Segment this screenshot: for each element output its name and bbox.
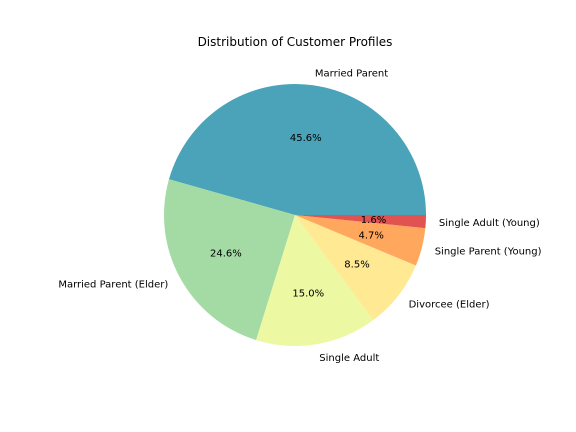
pie-slice-5 bbox=[295, 215, 426, 229]
slice-percent-labels: 45.6% 24.6% 15.0% 8.5% 4.7% 1.6% bbox=[210, 133, 386, 299]
slice-label-0: Married Parent bbox=[315, 68, 388, 79]
slice-label-3: Divorcee (Elder) bbox=[409, 300, 490, 311]
pie-slices bbox=[163, 83, 426, 347]
slice-percent-4: 4.7% bbox=[358, 230, 383, 241]
slice-percent-2: 15.0% bbox=[292, 289, 324, 300]
slice-label-2: Single Adult bbox=[319, 353, 379, 364]
slice-label-1: Married Parent (Elder) bbox=[58, 280, 168, 291]
slice-labels: Married Parent Married Parent (Elder) Sing… bbox=[58, 68, 541, 364]
slice-percent-5: 1.6% bbox=[361, 215, 386, 226]
pie-slice-2 bbox=[256, 215, 374, 347]
pie-slice-3 bbox=[295, 215, 416, 321]
chart-title: Distribution of Customer Profiles bbox=[198, 35, 393, 49]
pie-slice-4 bbox=[295, 215, 426, 266]
slice-percent-0: 45.6% bbox=[290, 133, 322, 144]
slice-percent-3: 8.5% bbox=[344, 259, 369, 270]
slice-label-5: Single Adult (Young) bbox=[439, 218, 540, 229]
slice-percent-1: 24.6% bbox=[210, 248, 242, 259]
pie-slice-1 bbox=[163, 179, 295, 341]
pie-slice-0 bbox=[168, 83, 426, 215]
slice-label-4: Single Parent (Young) bbox=[435, 246, 542, 257]
